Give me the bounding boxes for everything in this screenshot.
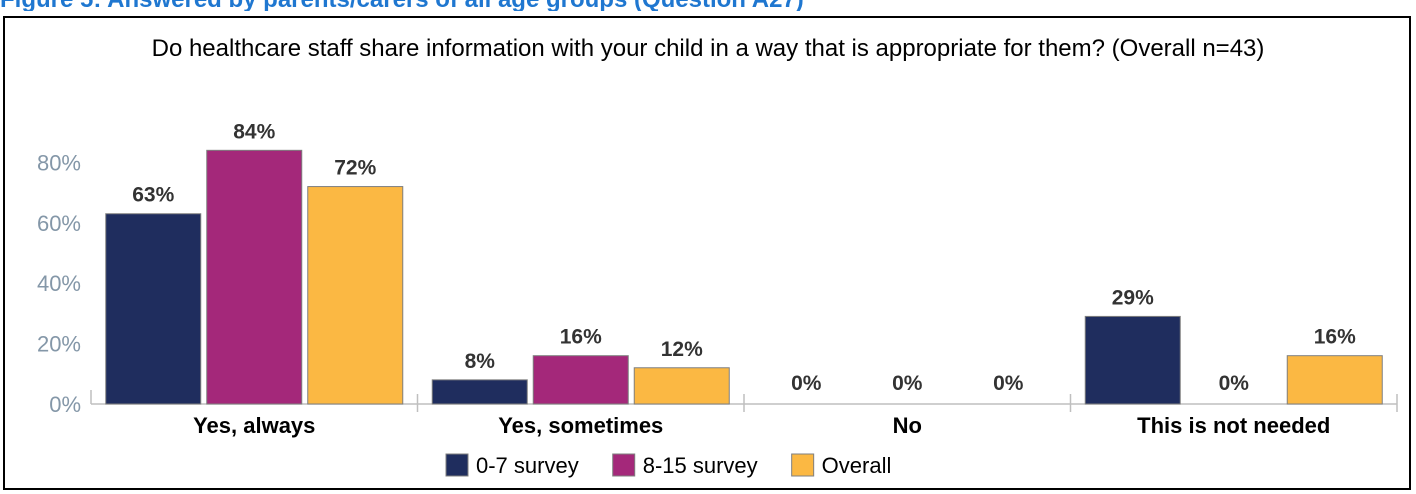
data-label: 0% <box>1219 372 1250 395</box>
bar-0-7-survey <box>1084 315 1181 405</box>
bar-overall <box>307 186 404 405</box>
figure-heading: Figure 5: Answered by parents/carers of … <box>0 0 1416 11</box>
category-label: Yes, always <box>193 413 315 438</box>
data-label: 72% <box>334 157 376 180</box>
legend-label: Overall <box>822 453 892 478</box>
legend-swatch <box>791 453 815 477</box>
data-label: 0% <box>892 372 923 395</box>
bar-8-15-survey <box>206 149 303 405</box>
category-labels: Yes, always Yes, sometimes No This is not n… <box>193 413 1330 438</box>
bar-0-7-survey <box>105 213 202 405</box>
y-tick-label: 0% <box>49 392 81 417</box>
y-tick-label: 40% <box>37 271 81 296</box>
data-label: 84% <box>233 120 275 143</box>
data-label: 8% <box>465 350 496 373</box>
legend-item: 0-7 survey <box>445 453 579 478</box>
legend-item: Overall <box>791 453 892 478</box>
bar-0-7-survey <box>431 379 528 405</box>
legend-label: 8-15 survey <box>643 453 758 478</box>
y-tick-label: 60% <box>37 211 81 236</box>
legend-swatch <box>612 453 636 477</box>
category-label: This is not needed <box>1137 413 1330 438</box>
data-label: 29% <box>1112 286 1154 309</box>
data-label: 0% <box>993 372 1024 395</box>
y-tick-label: 80% <box>37 150 81 175</box>
data-label: 16% <box>560 326 602 349</box>
legend: 0-7 survey 8-15 survey Overall <box>445 453 892 478</box>
y-tick-label: 20% <box>37 332 81 357</box>
bar-overall <box>1286 355 1383 405</box>
chart-title: Do healthcare staff share information wi… <box>152 35 1265 62</box>
bars <box>105 149 1383 405</box>
legend-item: 8-15 survey <box>612 453 758 478</box>
data-labels: 63% 84% 72% 8% 16% 12% 0% 0% 0% 29% 0% 16% <box>132 120 1356 395</box>
data-label: 12% <box>661 338 703 361</box>
legend-label: 0-7 survey <box>476 453 579 478</box>
data-label: 16% <box>1314 326 1356 349</box>
legend-swatch <box>445 453 469 477</box>
bar-overall <box>633 367 730 405</box>
category-label: Yes, sometimes <box>498 413 663 438</box>
data-label: 0% <box>791 372 822 395</box>
data-label: 63% <box>132 184 174 207</box>
bar-8-15-survey <box>532 355 629 405</box>
category-label: No <box>893 413 922 438</box>
